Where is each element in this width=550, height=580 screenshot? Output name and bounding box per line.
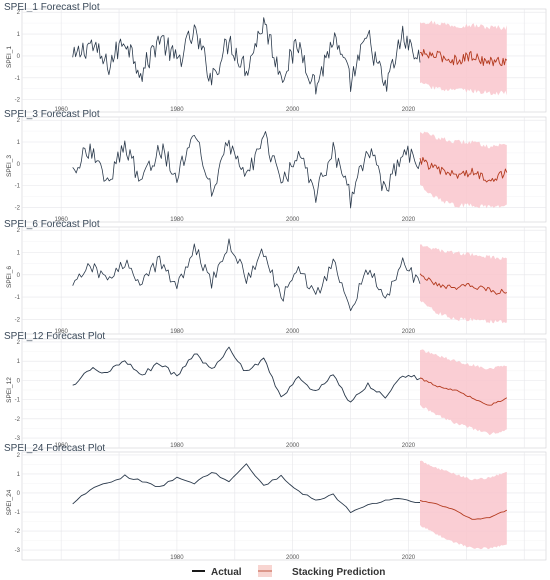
legend-actual-label: Actual: [211, 567, 242, 578]
y-tick-label: 1: [17, 251, 21, 257]
actual-series-line: [72, 238, 421, 312]
y-tick-label: -2: [15, 417, 21, 423]
prediction-series-line: [419, 377, 508, 406]
x-tick-label: 1980: [170, 443, 184, 449]
x-tick-label: 1980: [170, 329, 184, 335]
x-tick-label: 1960: [54, 217, 68, 223]
x-tick-label: 1960: [54, 443, 68, 449]
panel-5: SPEI_24 Forecast Plot SPEI_24 -3 -2 -1 0 1 2 198…: [4, 443, 547, 561]
x-tick-label: 2020: [402, 555, 416, 561]
y-tick-label: 1: [17, 32, 21, 38]
legend: Actual Stacking Prediction: [192, 565, 385, 578]
y-tick-label: -1: [15, 398, 21, 404]
y-tick-label: 2: [17, 453, 21, 459]
y-tick-label: -3: [15, 436, 21, 442]
y-tick-label: 1: [17, 359, 21, 365]
y-tick-label: 0: [17, 273, 21, 279]
actual-series-line: [72, 131, 421, 209]
actual-series-line: [72, 17, 421, 95]
y-axis-label: SPEI_24: [6, 489, 13, 515]
actual-series-line: [72, 346, 421, 403]
y-tick-label: -2: [15, 205, 21, 211]
x-tick-label: 1980: [170, 107, 184, 113]
y-tick-label: 0: [17, 54, 21, 60]
panel-title: SPEI_3 Forecast Plot: [4, 109, 100, 120]
y-tick-label: 2: [17, 340, 21, 346]
y-tick-label: 0: [17, 378, 21, 384]
x-tick-label: 2000: [286, 443, 300, 449]
prediction-interval-band: [420, 244, 507, 324]
x-tick-label: 2000: [286, 217, 300, 223]
prediction-series-line: [419, 273, 507, 295]
panels-group: SPEI_1 Forecast Plot SPEI_1 -2 -1 0 1 2 1960 198…: [4, 2, 547, 561]
y-tick-label: -2: [15, 98, 21, 104]
actual-series-line: [72, 463, 421, 514]
x-tick-label: 1960: [54, 107, 68, 113]
panel-title: SPEI_24 Forecast Plot: [4, 443, 105, 454]
panel-1: SPEI_1 Forecast Plot SPEI_1 -2 -1 0 1 2 1960 198…: [4, 2, 547, 113]
x-tick-label: 2000: [286, 329, 300, 335]
panel-title: SPEI_6 Forecast Plot: [4, 219, 100, 230]
panel-3: SPEI_6 Forecast Plot SPEI_6 -2 -1 0 1 2 1960 198…: [4, 219, 547, 335]
panel-2: SPEI_3 Forecast Plot SPEI_3 -2 -1 0 1 2 1960 198…: [4, 109, 547, 223]
y-tick-label: 2: [17, 10, 21, 16]
x-tick-label: 2020: [402, 217, 416, 223]
y-tick-label: 1: [17, 472, 21, 478]
y-tick-label: 0: [17, 162, 21, 168]
panel-title: SPEI_12 Forecast Plot: [4, 331, 105, 342]
x-tick-label: 2020: [402, 443, 416, 449]
y-tick-label: 0: [17, 491, 21, 497]
y-tick-label: -1: [15, 76, 21, 82]
y-axis-label: SPEI_3: [6, 155, 13, 177]
x-tick-label: 2020: [402, 329, 416, 335]
panel-title: SPEI_1 Forecast Plot: [4, 2, 100, 13]
y-tick-label: -1: [15, 184, 21, 190]
x-tick-label: 1980: [170, 217, 184, 223]
y-tick-label: -2: [15, 529, 21, 535]
x-tick-label: 2000: [286, 107, 300, 113]
prediction-interval-band: [420, 460, 507, 550]
y-tick-label: 2: [17, 118, 21, 124]
y-axis-label: SPEI_1: [6, 46, 13, 68]
x-tick-label: 2020: [402, 107, 416, 113]
y-tick-label: -1: [15, 295, 21, 301]
y-tick-label: -3: [15, 548, 21, 554]
y-tick-label: -1: [15, 510, 21, 516]
legend-prediction-label: Stacking Prediction: [292, 567, 385, 578]
y-axis-label: SPEI_12: [6, 377, 13, 403]
x-tick-label: 1980: [170, 555, 184, 561]
prediction-interval-band: [420, 349, 507, 436]
y-tick-label: -2: [15, 317, 21, 323]
panel-4: SPEI_12 Forecast Plot SPEI_12 -3 -2 -1 0 1 2 196…: [4, 331, 547, 449]
prediction-series-line: [419, 48, 508, 67]
prediction-interval-band: [420, 20, 507, 96]
y-tick-label: 1: [17, 140, 21, 146]
y-axis-label: SPEI_6: [6, 266, 13, 288]
x-tick-label: 1960: [54, 329, 68, 335]
prediction-series-line: [419, 156, 508, 183]
y-tick-label: 2: [17, 228, 21, 234]
prediction-series-line: [419, 499, 508, 520]
prediction-interval-band: [420, 131, 507, 209]
x-tick-label: 2000: [286, 555, 300, 561]
